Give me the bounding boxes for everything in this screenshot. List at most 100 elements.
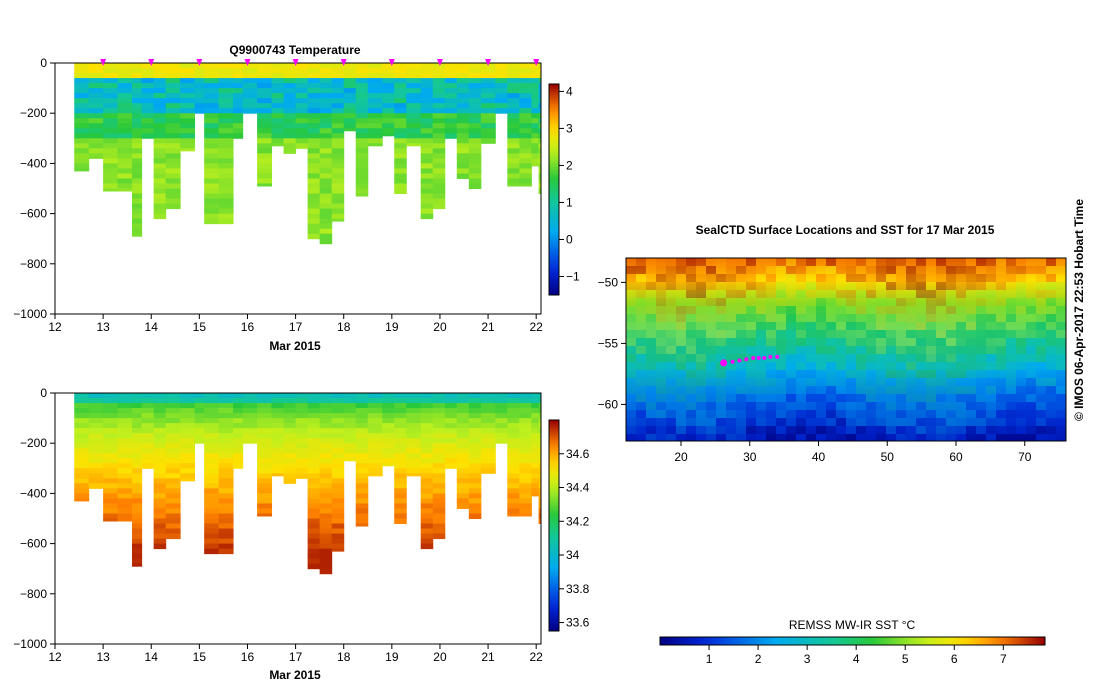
sst-cell [816, 314, 826, 322]
sst-cell [956, 394, 966, 402]
section-cell [367, 78, 383, 84]
sst-cell [1006, 298, 1016, 306]
profile-marker [340, 59, 347, 66]
x-tick-label: 13 [96, 320, 110, 334]
section-cell [538, 423, 541, 429]
section-cell [432, 498, 446, 504]
section-cell [153, 138, 167, 144]
section-cell [103, 438, 119, 444]
section-cell [444, 433, 458, 439]
sst-cell [736, 258, 746, 266]
section-cell [480, 458, 496, 464]
sst-cell [976, 266, 986, 274]
section-cell [519, 118, 532, 124]
section-cell [507, 78, 520, 84]
section-cell [218, 188, 234, 195]
section-cell [165, 113, 181, 119]
x-tick-label: 17 [289, 320, 303, 334]
sst-cell [976, 354, 986, 362]
sst-cell [716, 338, 726, 346]
section-cell [88, 408, 104, 414]
section-cell [420, 393, 434, 399]
section-cell [218, 88, 234, 94]
section-cell [331, 68, 345, 74]
section-cell [468, 513, 482, 519]
section-cell [88, 128, 104, 134]
sst-cell [726, 282, 736, 290]
section-cell [131, 488, 143, 494]
sst-cell [786, 410, 796, 418]
sst-cell [726, 298, 736, 306]
section-cell [218, 543, 234, 550]
sst-cell [706, 258, 716, 266]
section-cell [307, 118, 321, 124]
section-cell [519, 458, 532, 464]
sst-cell [946, 410, 956, 418]
section-cell [103, 413, 119, 419]
sst-cell [786, 322, 796, 330]
section-cell [538, 433, 541, 439]
section-cell [283, 458, 297, 464]
sst-cell [746, 378, 756, 386]
section-cell [271, 428, 285, 434]
sst-cell [646, 362, 656, 370]
sst-cell [656, 426, 666, 434]
section-cell [74, 453, 90, 459]
section-cell [394, 73, 407, 79]
section-cell [103, 478, 119, 484]
sst-cell [776, 370, 786, 378]
section-cell [319, 168, 333, 174]
section-cell [319, 413, 333, 419]
section-cell [406, 143, 422, 147]
sst-cell [1026, 290, 1036, 298]
section-cell [367, 123, 383, 129]
section-cell [394, 188, 407, 195]
sst-cell [1046, 322, 1056, 330]
x-tick-label: 30 [743, 450, 757, 464]
section-cell [257, 483, 273, 489]
sst-cell [1026, 314, 1036, 322]
section-cell [468, 438, 482, 444]
section-cell [307, 128, 321, 134]
section-cell [131, 403, 143, 409]
section-cell [257, 498, 273, 504]
section-cell [538, 73, 541, 79]
section-cell [319, 528, 333, 535]
sst-cell [886, 274, 896, 282]
sst-cell [1026, 434, 1036, 441]
section-cell [141, 433, 155, 439]
sst-cell [786, 282, 796, 290]
section-cell [343, 418, 357, 424]
track-point [744, 357, 749, 362]
sst-cell [756, 402, 766, 410]
section-cell [406, 453, 422, 459]
section-cell [194, 423, 205, 429]
section-cell [153, 63, 167, 69]
sst-cell [656, 410, 666, 418]
section-cell [331, 393, 345, 399]
sst-cell [856, 298, 866, 306]
section-cell [295, 73, 309, 79]
section-cell [432, 103, 446, 109]
section-cell [131, 208, 143, 215]
sst-cell [766, 418, 776, 426]
section-cell [406, 438, 422, 444]
section-cell [307, 463, 321, 469]
sst-cell [846, 322, 856, 330]
sst-cell [866, 362, 876, 370]
sst-cell [826, 434, 836, 441]
x-tick-label: 20 [674, 450, 688, 464]
sst-cell [676, 306, 686, 314]
section-cell [295, 448, 309, 454]
sst-cell [1036, 354, 1046, 362]
sst-cell [726, 370, 736, 378]
section-cell [456, 123, 470, 129]
sst-cell [1006, 266, 1016, 274]
section-cell [538, 123, 541, 129]
section-cell [319, 158, 333, 164]
section-cell [367, 443, 383, 449]
sst-cell [816, 274, 826, 282]
section-cell [307, 453, 321, 459]
track-point [720, 359, 728, 367]
section-cell [519, 403, 532, 409]
